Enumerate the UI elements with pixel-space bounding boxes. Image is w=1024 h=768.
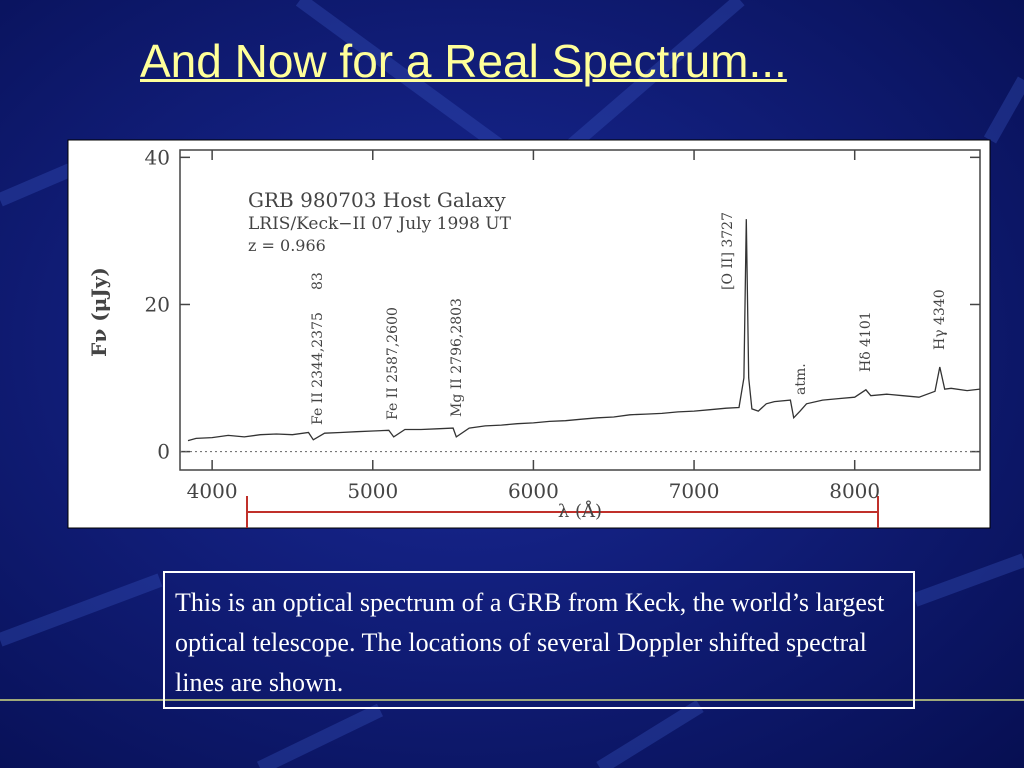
annotation: Fe II 2344,2375: [310, 312, 326, 425]
plot-frame: [179, 149, 981, 471]
x-axis-label: λ (Å): [558, 500, 602, 522]
annotation: [O II] 3727: [720, 212, 736, 290]
x-tick-label: 6000: [508, 479, 559, 503]
annotation: LRIS/Keck−II 07 July 1998 UT: [248, 214, 512, 234]
annotation: Fe II 2587,2600: [385, 307, 401, 420]
x-tick-label: 8000: [829, 479, 880, 503]
annotation: atm.: [793, 363, 809, 395]
annotation: GRB 980703 Host Galaxy: [248, 188, 506, 212]
annotation: 83: [310, 272, 326, 290]
spectrum-line: [187, 219, 981, 442]
y-tick-label: 0: [157, 440, 170, 464]
annotation: Hδ 4101: [858, 311, 874, 372]
y-tick-label: 40: [145, 145, 170, 169]
annotation: Mg II 2796,2803: [449, 298, 465, 417]
caption: This is an optical spectrum of a GRB fro…: [163, 571, 915, 709]
annotation: z = 0.966: [248, 236, 326, 255]
x-tick-label: 4000: [187, 479, 238, 503]
x-tick-label: 5000: [347, 479, 398, 503]
range-bracket: [246, 496, 879, 528]
chart-image: [67, 139, 991, 529]
y-axis-label: Fν (μJy): [87, 267, 111, 357]
annotation: Hγ 4340: [932, 289, 948, 350]
x-tick-label: 7000: [669, 479, 720, 503]
slide-title: And Now for a Real Spectrum...: [140, 35, 787, 87]
y-tick-label: 20: [145, 292, 170, 316]
